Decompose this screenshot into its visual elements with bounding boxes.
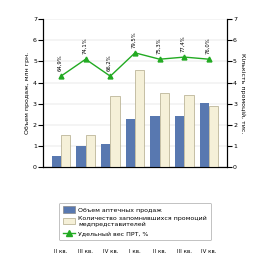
- Text: III кв.: III кв.: [78, 249, 93, 254]
- Text: 76,0%: 76,0%: [205, 37, 210, 54]
- Bar: [86, 134, 95, 167]
- Bar: [101, 144, 110, 167]
- Bar: [184, 95, 194, 167]
- Line: Удельный вес ПРТ, %: Удельный вес ПРТ, %: [59, 50, 211, 79]
- Bar: [175, 116, 184, 167]
- Удельный вес ПРТ, %: [183, 55, 186, 59]
- Удельный вес ПРТ, %: [207, 58, 211, 61]
- Text: 79,5%: 79,5%: [131, 31, 136, 48]
- Text: II кв.: II кв.: [153, 249, 166, 254]
- Text: III кв.: III кв.: [177, 249, 192, 254]
- Text: IV кв.: IV кв.: [201, 249, 217, 254]
- Text: 66,2%: 66,2%: [107, 54, 112, 71]
- Bar: [135, 70, 144, 167]
- Удельный вес ПРТ, %: [133, 51, 137, 55]
- Bar: [52, 156, 61, 167]
- Text: I кв.: I кв.: [129, 249, 141, 254]
- Удельный вес ПРТ, %: [84, 58, 87, 61]
- Text: 77,4%: 77,4%: [181, 35, 186, 52]
- Text: 64,9%: 64,9%: [57, 54, 62, 71]
- Bar: [61, 134, 70, 167]
- Y-axis label: Кількість промоцій, тис.: Кількість промоцій, тис.: [240, 53, 245, 133]
- Bar: [110, 96, 120, 167]
- Text: 75,3%: 75,3%: [156, 38, 161, 54]
- Bar: [209, 106, 218, 167]
- Bar: [200, 103, 209, 167]
- Text: II кв.: II кв.: [54, 249, 68, 254]
- Bar: [76, 146, 86, 167]
- Удельный вес ПРТ, %: [158, 58, 161, 61]
- Y-axis label: Объем продаж, млн грн.: Объем продаж, млн грн.: [25, 52, 30, 134]
- Bar: [150, 116, 160, 167]
- Legend: Объем аптечных продаж, Количество запомнившихся промоций
медпредставителей, Удел: Объем аптечных продаж, Количество запомн…: [59, 202, 211, 240]
- Bar: [160, 93, 169, 167]
- Bar: [126, 119, 135, 167]
- Удельный вес ПРТ, %: [109, 75, 112, 78]
- Удельный вес ПРТ, %: [59, 75, 63, 78]
- Text: 74,1%: 74,1%: [82, 37, 87, 54]
- Text: IV кв.: IV кв.: [103, 249, 118, 254]
